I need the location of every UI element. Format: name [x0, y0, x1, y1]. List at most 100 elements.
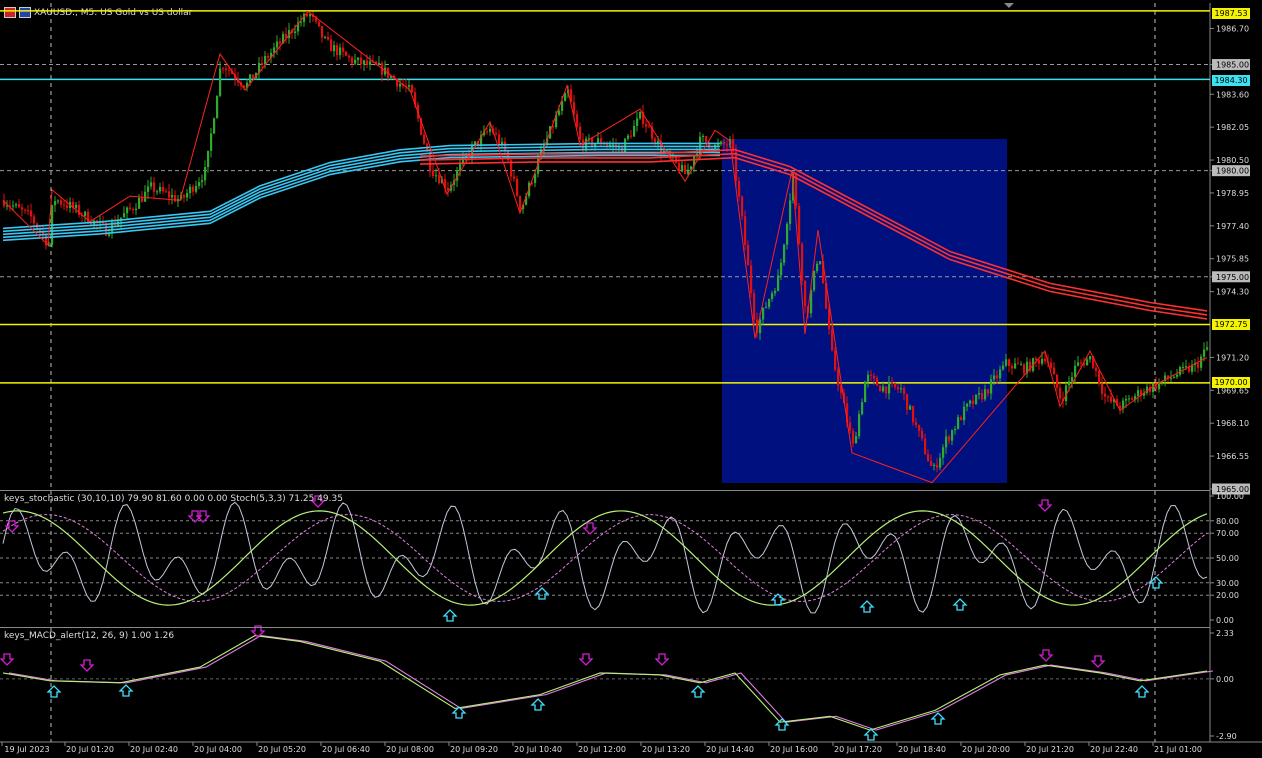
candle-body	[837, 369, 840, 386]
candle-body	[438, 175, 441, 184]
candle-body	[1053, 367, 1056, 375]
candle-body	[15, 204, 18, 206]
candle-body	[1119, 405, 1122, 409]
candle-body	[828, 308, 831, 330]
time-axis-label: 20 Jul 12:00	[578, 745, 626, 754]
chart-menu-icon[interactable]	[4, 7, 16, 18]
candle-body	[897, 387, 900, 390]
candle-body	[399, 83, 402, 87]
stoch-main-line	[2, 510, 1208, 606]
candle-body	[1089, 356, 1092, 360]
candle-body	[261, 62, 264, 65]
candle-body	[912, 405, 915, 423]
price-axis-label: 1982.05	[1216, 123, 1249, 132]
candle-body	[738, 181, 741, 197]
time-axis-label: 19 Jul 2023	[4, 745, 49, 754]
candle-body	[552, 126, 555, 128]
candle-body	[762, 307, 765, 320]
candle-body	[1014, 363, 1017, 369]
candle-body	[477, 141, 480, 146]
candle-body	[1095, 367, 1098, 371]
candle-body	[189, 186, 192, 193]
candle-body	[555, 114, 558, 128]
candle-body	[858, 414, 861, 437]
candle-body	[966, 403, 969, 407]
candle-body	[951, 430, 954, 441]
candle-body	[33, 216, 36, 224]
candle-body	[573, 102, 576, 115]
price-axis-label: 1965.00	[1216, 485, 1249, 494]
candle-body	[192, 186, 195, 192]
candle-body	[768, 299, 771, 307]
candle-body	[744, 216, 747, 245]
candle-body	[879, 385, 882, 392]
price-axis-label: 1985.00	[1216, 61, 1249, 70]
candle-body	[684, 165, 687, 175]
pane-separator-1[interactable]	[0, 490, 1210, 491]
time-axis-label: 20 Jul 10:40	[514, 745, 562, 754]
candle-body	[993, 375, 996, 380]
candle-body	[9, 205, 12, 207]
candle-body	[1065, 385, 1068, 402]
candle-body	[1152, 383, 1155, 392]
candle-body	[330, 39, 333, 52]
candle-body	[1122, 400, 1125, 409]
macd-sell-arrow-icon	[578, 653, 594, 666]
candle-body	[576, 114, 579, 127]
candle-body	[756, 319, 759, 334]
candle-body	[1158, 382, 1161, 390]
candle-body	[18, 204, 21, 208]
candle-body	[1029, 361, 1032, 371]
candle-body	[822, 261, 825, 284]
candle-body	[1113, 399, 1116, 402]
price-axis-label: 1975.00	[1216, 273, 1249, 282]
macd-buy-arrow-icon	[863, 728, 879, 741]
candle-body	[786, 223, 789, 245]
moving-average-blue-2	[2, 148, 720, 236]
candle-body	[378, 62, 381, 65]
candle-body	[819, 261, 822, 264]
candle-body	[258, 62, 261, 73]
candle-body	[999, 369, 1002, 379]
time-axis-label: 20 Jul 14:40	[706, 745, 754, 754]
stoch-sell-arrow-icon	[310, 495, 326, 508]
price-axis-label: 1980.50	[1216, 156, 1249, 165]
candle-body	[42, 231, 45, 236]
macd-axis-label: -2.90	[1216, 732, 1237, 741]
candle-body	[243, 85, 246, 88]
candle-body	[1188, 366, 1191, 372]
candle-body	[876, 378, 879, 386]
candle-body	[273, 47, 276, 53]
macd-buy-arrow-icon	[451, 706, 467, 719]
candle-body	[978, 393, 981, 395]
candle-body	[357, 57, 360, 60]
candle-body	[1086, 359, 1089, 366]
candle-body	[1185, 366, 1188, 368]
candle-body	[972, 400, 975, 405]
price-tag-yellow-mid: 1972.75	[1212, 319, 1250, 330]
chart-shift-marker	[1004, 3, 1014, 8]
pane-separator-2[interactable]	[0, 627, 1210, 628]
candle-body	[1083, 362, 1086, 366]
macd-buy-arrow-icon	[118, 684, 134, 697]
candle-body	[525, 196, 528, 205]
candle-body	[1125, 398, 1128, 401]
candle-body	[1164, 375, 1167, 382]
candle-body	[264, 56, 267, 65]
candle-body	[750, 265, 753, 294]
candle-body	[1056, 374, 1059, 388]
candle-body	[687, 169, 690, 175]
candle-body	[582, 139, 585, 151]
moving-average-red-1	[419, 152, 1208, 316]
stoch-axis-label: 80.00	[1216, 517, 1239, 526]
candle-body	[24, 209, 27, 211]
candle-body	[168, 191, 171, 198]
time-axis-label: 20 Jul 01:20	[66, 745, 114, 754]
candle-body	[60, 200, 63, 205]
chart-title: XAUUSD., M5: US Gold vs US dollar	[34, 7, 193, 18]
candle-body	[30, 210, 33, 217]
candle-body	[933, 464, 936, 466]
stoch-axis-label: 30.00	[1216, 579, 1239, 588]
